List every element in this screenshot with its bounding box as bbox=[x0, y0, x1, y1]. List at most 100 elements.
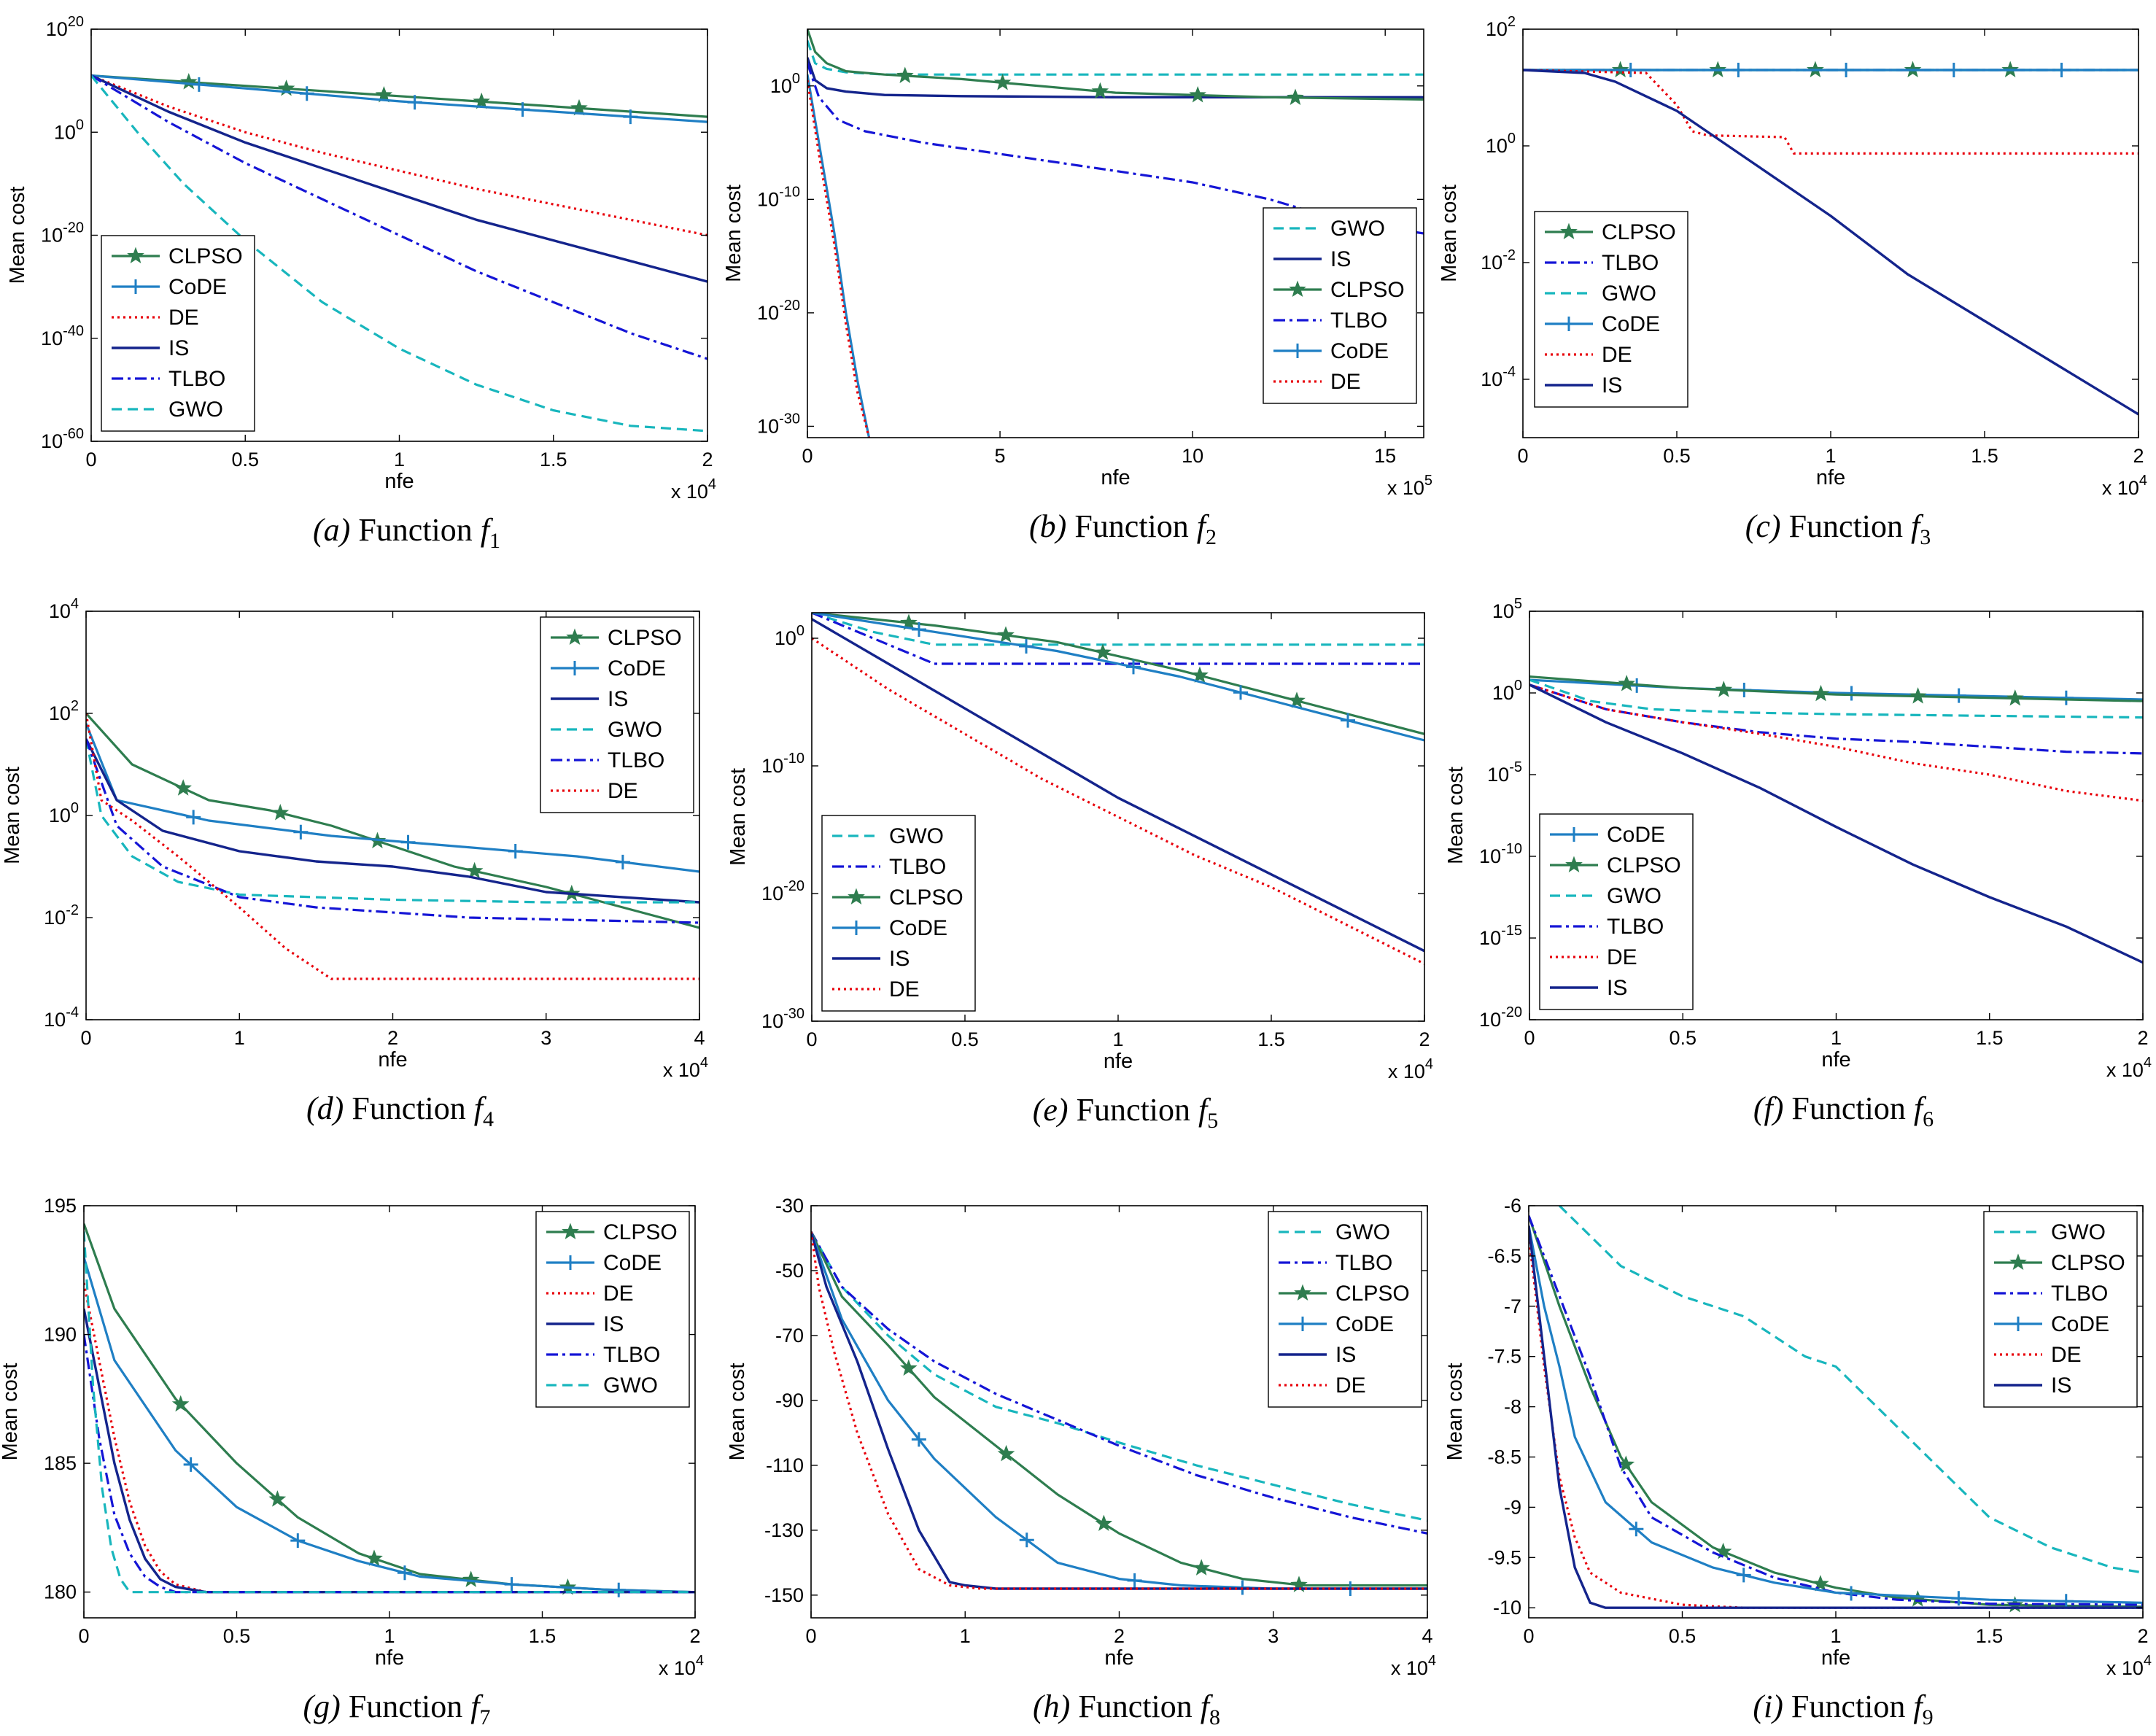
series-marker-clpso bbox=[997, 1444, 1015, 1462]
legend-label-de: DE bbox=[603, 1282, 634, 1306]
legend-label-is: IS bbox=[608, 687, 628, 711]
legend-marker-code bbox=[1567, 827, 1581, 842]
legend-label-de: DE bbox=[1607, 945, 1637, 969]
series-marker-clpso bbox=[899, 1359, 918, 1376]
y-tick-exponent: 5 bbox=[1514, 596, 1522, 612]
chart-caption: (b) Function f2 bbox=[1029, 508, 1217, 549]
series-marker-clpso bbox=[462, 1570, 480, 1587]
x-tick-label: 0.5 bbox=[951, 1028, 979, 1050]
legend-label-de: DE bbox=[608, 779, 638, 803]
x-scale-factor: x 104 bbox=[2102, 473, 2147, 499]
y-tick-label: 10-30 bbox=[761, 1006, 804, 1032]
y-tick-base: 10 bbox=[44, 1009, 66, 1031]
legend-label-clpso: CLPSO bbox=[1607, 853, 1681, 877]
series-line-de bbox=[811, 1231, 1427, 1590]
legend-marker-code bbox=[1562, 317, 1576, 331]
series-line-clpso bbox=[91, 74, 707, 118]
series-marker-code bbox=[2058, 1594, 2074, 1609]
chart-caption: (i) Function f9 bbox=[1753, 1689, 1933, 1729]
series-group bbox=[1523, 61, 2138, 416]
y-tick-label: -30 bbox=[775, 1195, 804, 1217]
series-marker-code bbox=[1126, 659, 1141, 675]
y-tick-exponent: -20 bbox=[63, 220, 84, 236]
legend-marker-clpso bbox=[848, 888, 865, 905]
y-tick-label: 104 bbox=[49, 596, 79, 622]
x-tick-label: 3 bbox=[540, 1027, 551, 1049]
x-axis-label: nfe bbox=[1821, 1048, 1850, 1072]
chart-caption: (h) Function f8 bbox=[1033, 1689, 1220, 1729]
legend-box bbox=[1534, 211, 1688, 408]
series-group bbox=[812, 613, 1424, 965]
legend-label-de: DE bbox=[889, 977, 920, 1001]
series-marker-clpso bbox=[365, 1549, 383, 1566]
y-tick-label: 10-60 bbox=[41, 426, 84, 452]
y-tick-exponent: 2 bbox=[71, 698, 79, 714]
y-tick-base: 10 bbox=[49, 600, 71, 622]
y-tick-base: 10 bbox=[1479, 845, 1501, 867]
legend-marker-clpso bbox=[1565, 856, 1583, 873]
series-group bbox=[807, 29, 1424, 438]
series-marker-code bbox=[623, 109, 638, 125]
legend-label-code: CoDE bbox=[603, 1251, 662, 1275]
x-tick-label: 1.5 bbox=[529, 1625, 557, 1647]
y-tick-base: 10 bbox=[757, 415, 779, 437]
legend-marker-clpso bbox=[2009, 1253, 2027, 1271]
series-line-code bbox=[84, 1257, 695, 1594]
y-tick-label: 10-30 bbox=[757, 411, 800, 437]
x-tick-label: 0.5 bbox=[1669, 1625, 1697, 1647]
x-tick-label: 2 bbox=[2137, 1625, 2148, 1647]
legend-label-gwo: GWO bbox=[608, 718, 662, 742]
x-tick-label: 1.5 bbox=[1971, 445, 1998, 467]
y-tick-label: 100 bbox=[770, 71, 800, 97]
series-marker-code bbox=[2058, 690, 2074, 705]
legend: CoDE CLPSO GWO TLBO DE IS bbox=[1539, 813, 1694, 1010]
y-tick-label: 102 bbox=[49, 698, 79, 724]
series-group bbox=[91, 73, 707, 433]
series-group bbox=[1529, 675, 2143, 964]
legend: GWO TLBO CLPSO CoDE IS DE bbox=[1268, 1211, 1422, 1408]
y-tick-label: 10-20 bbox=[761, 878, 804, 904]
y-axis-label: Mean cost bbox=[722, 185, 745, 282]
y-tick-base: 10 bbox=[1486, 18, 1508, 40]
series-line-is bbox=[1523, 69, 2138, 416]
x-tick-label: 4 bbox=[1422, 1625, 1432, 1647]
y-tick-label: 100 bbox=[1486, 131, 1516, 157]
series-line-tlbo bbox=[811, 1231, 1427, 1535]
series-marker-clpso bbox=[1812, 684, 1830, 702]
chart-caption: (a) Function f1 bbox=[313, 512, 500, 553]
x-tick-label: 1 bbox=[384, 1625, 395, 1647]
series-line-code bbox=[807, 74, 871, 438]
y-tick-label: -10 bbox=[1493, 1597, 1521, 1619]
legend-label-de: DE bbox=[1335, 1373, 1366, 1398]
series-marker-clpso bbox=[375, 85, 393, 103]
y-tick-exponent: -5 bbox=[1509, 759, 1522, 775]
legend-label-de: DE bbox=[2051, 1343, 2082, 1367]
series-marker-clpso bbox=[473, 92, 490, 109]
chart-caption: (c) Function f3 bbox=[1745, 508, 1931, 549]
y-tick-base: 10 bbox=[775, 627, 796, 649]
series-marker-code bbox=[912, 621, 926, 637]
legend-box bbox=[1983, 1211, 2138, 1408]
y-tick-label: -9.5 bbox=[1487, 1546, 1521, 1568]
y-tick-exponent: -30 bbox=[783, 1006, 804, 1022]
y-tick-label: 10-10 bbox=[1479, 841, 1522, 867]
series-line-is bbox=[86, 738, 699, 904]
x-tick-label: 0 bbox=[1524, 1027, 1535, 1049]
x-tick-label: 1 bbox=[1830, 1625, 1841, 1647]
x-tick-label: 2 bbox=[702, 449, 713, 470]
legend-label-code: CoDE bbox=[1607, 823, 1665, 847]
y-axis-label: Mean cost bbox=[1443, 1363, 1467, 1461]
series-line-de bbox=[91, 74, 707, 237]
series-marker-clpso bbox=[1812, 1575, 1829, 1592]
series-marker-code bbox=[1736, 1568, 1751, 1583]
series-marker-code bbox=[1946, 63, 1961, 77]
legend-label-is: IS bbox=[889, 947, 910, 971]
series-group bbox=[86, 712, 699, 980]
x-scale-factor: x 104 bbox=[671, 476, 716, 503]
legend-label-clpso: CLPSO bbox=[889, 886, 963, 910]
series-line-gwo bbox=[91, 74, 707, 433]
series-marker-code bbox=[1341, 713, 1355, 728]
series-line-de bbox=[86, 713, 699, 980]
